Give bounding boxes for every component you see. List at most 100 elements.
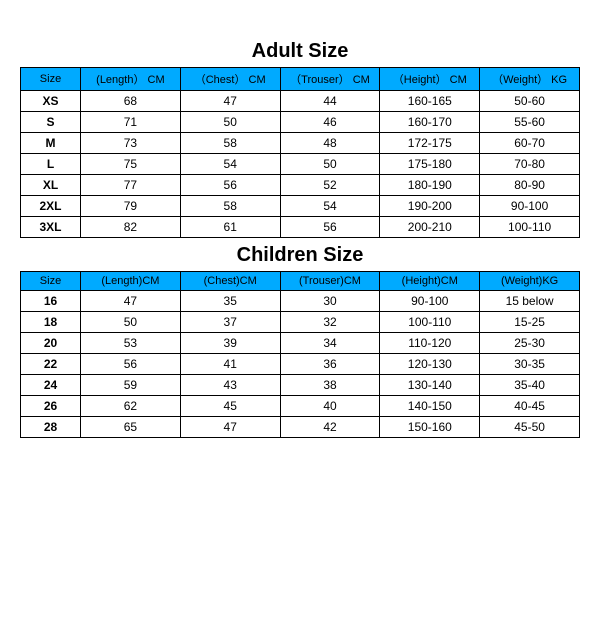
children-header-row: Size (Length)CM (Chest)CM (Trouser)CM (H… <box>21 272 580 291</box>
children-cell: 47 <box>180 417 280 438</box>
children-cell: 35 <box>180 291 280 312</box>
children-row: 18503732100-11015-25 <box>21 312 580 333</box>
adult-cell: 160-165 <box>380 91 480 112</box>
adult-cell: 60-70 <box>480 133 580 154</box>
adult-cell: 73 <box>81 133 181 154</box>
children-cell: 120-130 <box>380 354 480 375</box>
adult-row: XS684744160-16550-60 <box>21 91 580 112</box>
adult-cell: 55-60 <box>480 112 580 133</box>
children-cell: 140-150 <box>380 396 480 417</box>
adult-cell: 47 <box>180 91 280 112</box>
adult-cell: 70-80 <box>480 154 580 175</box>
children-cell: 50 <box>81 312 181 333</box>
children-cell: 24 <box>21 375 81 396</box>
children-cell: 30 <box>280 291 380 312</box>
adult-row: M735848172-17560-70 <box>21 133 580 154</box>
adult-cell: M <box>21 133 81 154</box>
children-cell: 38 <box>280 375 380 396</box>
adult-cell: S <box>21 112 81 133</box>
children-cell: 37 <box>180 312 280 333</box>
children-cell: 32 <box>280 312 380 333</box>
children-col-5: (Weight)KG <box>480 272 580 291</box>
children-cell: 59 <box>81 375 181 396</box>
adult-cell: 172-175 <box>380 133 480 154</box>
children-cell: 40 <box>280 396 380 417</box>
children-cell: 90-100 <box>380 291 480 312</box>
children-col-4: (Height)CM <box>380 272 480 291</box>
children-cell: 47 <box>81 291 181 312</box>
children-row: 22564136120-13030-35 <box>21 354 580 375</box>
children-cell: 65 <box>81 417 181 438</box>
adult-col-5: （Weight） KG <box>480 68 580 91</box>
adult-cell: 50-60 <box>480 91 580 112</box>
adult-cell: 190-200 <box>380 196 480 217</box>
adult-cell: XS <box>21 91 81 112</box>
children-row: 1647353090-10015 below <box>21 291 580 312</box>
adult-cell: 175-180 <box>380 154 480 175</box>
adult-cell: 54 <box>180 154 280 175</box>
adult-cell: 50 <box>180 112 280 133</box>
children-cell: 45 <box>180 396 280 417</box>
adult-cell: 50 <box>280 154 380 175</box>
children-row: 20533934110-12025-30 <box>21 333 580 354</box>
children-cell: 40-45 <box>480 396 580 417</box>
children-table: Size (Length)CM (Chest)CM (Trouser)CM (H… <box>20 271 580 438</box>
adult-cell: 56 <box>280 217 380 238</box>
adult-cell: 160-170 <box>380 112 480 133</box>
children-row: 28654742150-16045-50 <box>21 417 580 438</box>
children-col-3: (Trouser)CM <box>280 272 380 291</box>
children-cell: 53 <box>81 333 181 354</box>
children-cell: 20 <box>21 333 81 354</box>
adult-cell: 52 <box>280 175 380 196</box>
adult-cell: 56 <box>180 175 280 196</box>
children-body: 1647353090-10015 below18503732100-11015-… <box>21 291 580 438</box>
adult-body: XS684744160-16550-60S715046160-17055-60M… <box>21 91 580 238</box>
adult-col-4: （Height） CM <box>380 68 480 91</box>
adult-cell: 90-100 <box>480 196 580 217</box>
adult-col-3: （Trouser） CM <box>280 68 380 91</box>
size-chart: Adult Size Size (Length） CM （Chest） CM （… <box>20 40 580 438</box>
children-cell: 30-35 <box>480 354 580 375</box>
adult-cell: 80-90 <box>480 175 580 196</box>
adult-col-1: (Length） CM <box>81 68 181 91</box>
adult-cell: 75 <box>81 154 181 175</box>
children-cell: 43 <box>180 375 280 396</box>
children-cell: 36 <box>280 354 380 375</box>
children-row: 24594338130-14035-40 <box>21 375 580 396</box>
children-cell: 39 <box>180 333 280 354</box>
children-cell: 15 below <box>480 291 580 312</box>
adult-col-0: Size <box>21 68 81 91</box>
adult-cell: 77 <box>81 175 181 196</box>
adult-cell: 2XL <box>21 196 81 217</box>
children-cell: 110-120 <box>380 333 480 354</box>
adult-cell: 54 <box>280 196 380 217</box>
children-cell: 28 <box>21 417 81 438</box>
adult-cell: 46 <box>280 112 380 133</box>
adult-row: 2XL795854190-20090-100 <box>21 196 580 217</box>
children-cell: 22 <box>21 354 81 375</box>
adult-cell: 200-210 <box>380 217 480 238</box>
children-col-1: (Length)CM <box>81 272 181 291</box>
adult-row: XL775652180-19080-90 <box>21 175 580 196</box>
children-row: 26624540140-15040-45 <box>21 396 580 417</box>
adult-cell: 44 <box>280 91 380 112</box>
adult-cell: 71 <box>81 112 181 133</box>
adult-col-2: （Chest） CM <box>180 68 280 91</box>
children-cell: 42 <box>280 417 380 438</box>
adult-cell: 48 <box>280 133 380 154</box>
children-cell: 18 <box>21 312 81 333</box>
children-cell: 56 <box>81 354 181 375</box>
adult-row: 3XL826156200-210100-110 <box>21 217 580 238</box>
adult-table: Size (Length） CM （Chest） CM （Trouser） CM… <box>20 67 580 238</box>
adult-header-row: Size (Length） CM （Chest） CM （Trouser） CM… <box>21 68 580 91</box>
children-cell: 26 <box>21 396 81 417</box>
adult-cell: 58 <box>180 133 280 154</box>
adult-title: Adult Size <box>20 40 580 63</box>
adult-row: S715046160-17055-60 <box>21 112 580 133</box>
children-col-0: Size <box>21 272 81 291</box>
children-cell: 150-160 <box>380 417 480 438</box>
children-col-2: (Chest)CM <box>180 272 280 291</box>
adult-cell: 3XL <box>21 217 81 238</box>
adult-cell: XL <box>21 175 81 196</box>
adult-cell: 100-110 <box>480 217 580 238</box>
